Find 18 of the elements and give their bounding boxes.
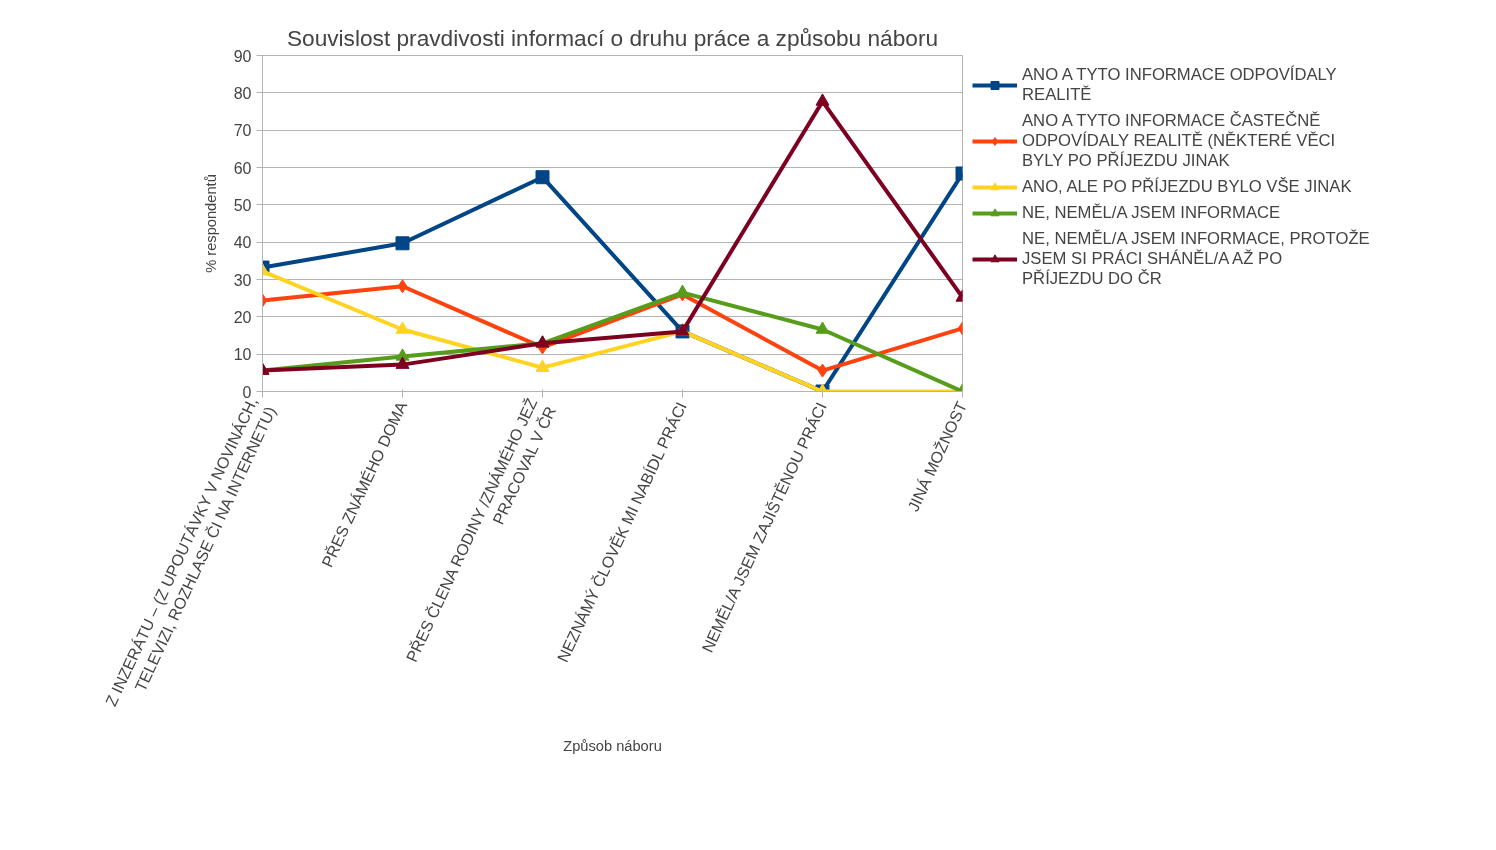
y-tick-label: 40 [233,234,252,252]
y-tick-label: 80 [233,84,252,102]
legend-label: NE, NEMĚL/A JSEM INFORMACE [1022,203,1281,223]
legend-label: ANO A TYTO INFORMACE ČASTEČNĚ ODPOVÍDALY REALITĚ (NĚKTERÉ VĚCI BYLY PO PŘÍJEZDU JINAK [1022,111,1336,171]
y-axis-title: % respondentů [202,174,219,273]
y-tick-label: 20 [233,308,252,326]
legend-label: NE, NEMĚL/A JSEM INFORMACE, PROTOŽE JSEM SI PRÁCI SHÁNĚL/A AŽ PO PŘÍJEZDU DO ČR [1022,229,1370,289]
y-tick-label: 30 [233,271,252,289]
y-tick-label: 10 [233,346,252,364]
y-tick-label: 70 [233,122,252,140]
y-tick-label: 50 [233,196,252,214]
legend-label: ANO, ALE PO PŘÍJEZDU BYLO VŠE JINAK [1022,177,1352,197]
x-axis-title: Způsob náboru [563,738,662,755]
y-tick-label: 90 [233,47,252,65]
y-tick-label: 0 [242,383,252,401]
y-tick-label: 60 [233,159,252,177]
chart-title: Souvislost pravdivosti informací o druhu práce a způsobu náboru [286,24,939,51]
legend-label: ANO A TYTO INFORMACE ODPOVÍDALY REALITĚ [1022,65,1337,105]
